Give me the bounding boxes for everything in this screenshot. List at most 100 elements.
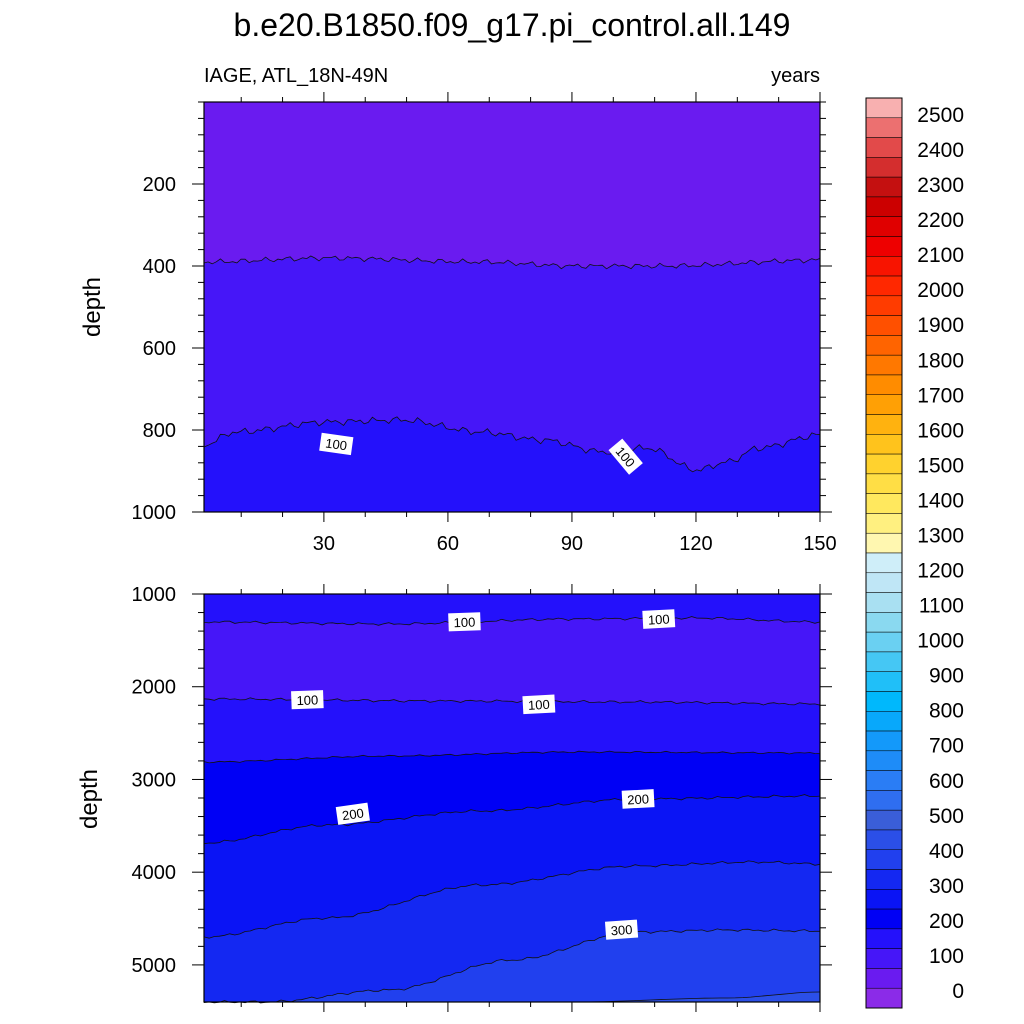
- colorbar-label: 1800: [917, 349, 964, 372]
- upper-x-tick-label: 150: [803, 533, 836, 555]
- contour-label: 200: [335, 802, 370, 825]
- colorbar-swatch: [865, 691, 903, 712]
- subtitle-left: IAGE, ATL_18N-49N: [204, 65, 388, 87]
- svg-text:200: 200: [341, 805, 365, 823]
- colorbar-label: 2000: [917, 279, 964, 302]
- colorbar-swatch: [865, 315, 903, 336]
- colorbar-swatch: [865, 374, 903, 395]
- colorbar-swatch: [865, 592, 903, 613]
- contour-label: 100: [448, 612, 481, 632]
- colorbar-swatch: [865, 928, 903, 949]
- colorbar-swatch: [865, 711, 903, 732]
- colorbar-swatch: [865, 196, 903, 217]
- y-axis-label-bottom: depth: [76, 769, 103, 829]
- subtitle-right: years: [771, 65, 820, 87]
- colorbar-label: 2500: [917, 104, 964, 127]
- contour-label: 100: [522, 694, 556, 715]
- upper-frame: [203, 101, 821, 513]
- colorbar-swatch: [865, 414, 903, 435]
- colorbar-label: 900: [929, 665, 964, 688]
- svg-text:200: 200: [627, 791, 649, 807]
- contour-band: [204, 416, 820, 512]
- contour-band: [204, 616, 820, 706]
- colorbar-label: 200: [929, 910, 964, 933]
- svg-text:100: 100: [528, 697, 550, 713]
- lower-y-tick-label: 4000: [132, 862, 177, 884]
- colorbar-label: 1100: [919, 595, 964, 618]
- upper-x-tick-label: 60: [437, 533, 459, 555]
- colorbar-label: 1600: [917, 419, 964, 442]
- colorbar-label: 1700: [917, 384, 964, 407]
- colorbar-swatch: [865, 552, 903, 574]
- svg-text:100: 100: [453, 614, 475, 630]
- upper-y-tick-label: 600: [143, 338, 176, 360]
- lower-y-tick-label: 5000: [132, 955, 177, 977]
- contour-band: [204, 102, 820, 269]
- colorbar-swatch: [865, 216, 903, 237]
- lower-y-tick-label: 3000: [132, 769, 177, 791]
- svg-text:100: 100: [296, 692, 318, 708]
- colorbar-swatch: [865, 849, 903, 870]
- colorbar-swatch: [865, 770, 903, 791]
- colorbar-swatch: [865, 730, 903, 752]
- lower-y-tick-label: 1000: [132, 584, 177, 606]
- upper-y-tick-label: 800: [143, 420, 176, 442]
- svg-text:100: 100: [648, 611, 670, 627]
- colorbar-swatch: [865, 809, 903, 831]
- colorbar-label: 1500: [917, 454, 964, 477]
- colorbar-swatch: [865, 829, 903, 850]
- colorbar-label: 700: [929, 735, 964, 758]
- colorbar-swatch: [865, 275, 903, 297]
- colorbar-label: 1200: [917, 560, 964, 583]
- contour-label: 100: [642, 609, 676, 629]
- svg-text:300: 300: [610, 922, 633, 938]
- upper-y-tick-label: 400: [143, 256, 176, 278]
- colorbar-swatch: [865, 572, 903, 593]
- colorbar-swatch: [865, 631, 903, 653]
- colorbar-swatch: [865, 236, 903, 257]
- colorbar-label: 1000: [917, 630, 964, 653]
- colorbar-swatch: [865, 176, 903, 198]
- chart-title: b.e20.B1850.f09_g17.pi_control.all.149: [234, 7, 791, 43]
- colorbar-swatch: [865, 256, 903, 277]
- contour-line: [203, 928, 820, 1004]
- upper-x-tick-label: 90: [561, 533, 583, 555]
- colorbar-swatch: [865, 354, 903, 376]
- contour-line: [203, 860, 821, 939]
- contour-label: 300: [604, 919, 639, 940]
- contour-label: 200: [621, 789, 655, 809]
- upper-x-tick-label: 120: [679, 533, 712, 555]
- contour-line: [203, 750, 821, 764]
- contour-label: 100: [319, 432, 354, 456]
- colorbar-swatch: [865, 473, 903, 494]
- colorbar-label: 1900: [917, 314, 964, 337]
- colorbar-swatch: [865, 651, 903, 672]
- contour-band: [204, 860, 820, 1003]
- colorbar-label: 2100: [917, 244, 964, 267]
- colorbar-swatch: [865, 453, 903, 475]
- colorbar-swatch: [865, 295, 903, 316]
- colorbar-swatch: [865, 513, 903, 534]
- colorbar-swatch: [865, 987, 903, 1009]
- contour-line: [203, 416, 821, 473]
- contour-band: [204, 256, 820, 472]
- contour-line: [203, 794, 821, 845]
- colorbar-swatch: [865, 434, 903, 455]
- colorbar-label: 2200: [917, 209, 964, 232]
- contour-band: [204, 794, 820, 939]
- colorbar-swatch: [865, 97, 903, 119]
- colorbar-label: 800: [929, 700, 964, 723]
- colorbar-swatch: [865, 137, 903, 158]
- colorbar-swatch: [865, 671, 903, 692]
- colorbar-swatch: [865, 493, 903, 514]
- colorbar-label: 500: [929, 805, 964, 828]
- colorbar-swatch: [865, 889, 903, 910]
- colorbar-label: 0: [952, 980, 964, 1003]
- contour-band: [204, 928, 820, 1003]
- colorbar-label: 1400: [917, 489, 964, 512]
- colorbar: 0 100 200 300 400 500 600 700 800 900 1000 1100 1200…: [865, 97, 964, 1009]
- colorbar-swatch: [865, 612, 903, 633]
- upper-y-tick-label: 1000: [132, 502, 177, 524]
